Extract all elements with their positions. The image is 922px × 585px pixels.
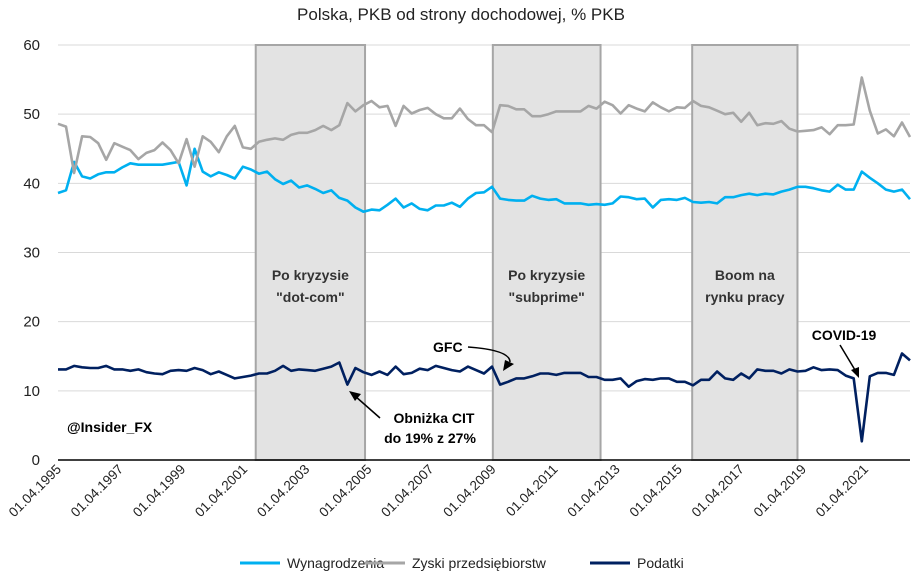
shaded-period-label: Po kryzysie — [508, 267, 585, 283]
legend-item-podatki[interactable]: Podatki — [590, 555, 684, 571]
x-tick-label: 01.04.2019 — [751, 462, 809, 520]
chart-title: Polska, PKB od strony dochodowej, % PKB — [297, 5, 625, 24]
x-axis-ticks: 01.04.1995 01.04.1997 01.04.1999 01.04.2001… — [6, 462, 871, 520]
covid-arrowhead — [851, 367, 859, 378]
y-tick-label: 40 — [23, 175, 40, 192]
annotation-gfc: GFC — [433, 339, 463, 355]
y-tick-label: 30 — [23, 245, 40, 262]
x-tick-label: 01.04.2009 — [440, 462, 498, 520]
x-tick-label: 01.04.2013 — [564, 462, 622, 520]
cit-arrow — [354, 395, 381, 419]
shaded-periods: Po kryzysie "dot-com" Po kryzysie "subprime… — [254, 44, 799, 461]
shaded-period-label: Po kryzysie — [272, 267, 349, 283]
gfc-arrowhead — [503, 360, 514, 371]
y-tick-label: 0 — [32, 452, 40, 469]
x-tick-label: 01.04.1999 — [130, 462, 188, 520]
covid-arrow — [839, 344, 856, 371]
x-tick-label: 01.04.2021 — [813, 462, 871, 520]
series-lines — [57, 76, 912, 443]
cit-arrowhead — [349, 391, 361, 401]
shaded-period — [691, 44, 799, 461]
y-tick-label: 50 — [23, 106, 40, 123]
legend-label: Wynagrodzenia — [287, 555, 384, 571]
series-line-0 — [57, 147, 911, 213]
x-tick-label: 01.04.2015 — [627, 462, 685, 520]
shaded-period-label: "subprime" — [509, 289, 585, 305]
annotation-cit-line2: do 19% z 27% — [384, 430, 476, 446]
shaded-period-label: "dot-com" — [276, 289, 345, 305]
x-tick-label: 01.04.2011 — [503, 462, 561, 520]
legend-label: Zyski przedsiębiorstw — [412, 555, 547, 571]
legend-item-wynagrodzenia[interactable]: Wynagrodzenia — [240, 555, 384, 571]
y-tick-label: 60 — [23, 37, 40, 54]
legend: Wynagrodzenia Zyski przedsiębiorstw Poda… — [240, 555, 684, 571]
shaded-period-label: Boom na — [715, 267, 775, 283]
x-tick-label: 01.04.2017 — [689, 462, 747, 520]
x-tick-label: 01.04.2001 — [192, 462, 250, 520]
annotation-cit-line1: Obniżka CIT — [394, 410, 475, 426]
y-tick-label: 20 — [23, 314, 40, 331]
watermark: @Insider_FX — [67, 419, 153, 435]
annotation-covid: COVID-19 — [812, 327, 877, 343]
shaded-period-label: rynku pracy — [705, 289, 785, 305]
x-tick-label: 01.04.2003 — [254, 462, 312, 520]
legend-label: Podatki — [637, 555, 684, 571]
legend-item-zyski[interactable]: Zyski przedsiębiorstw — [365, 555, 547, 571]
x-tick-label: 01.04.1995 — [6, 462, 64, 520]
x-tick-label: 01.04.2005 — [316, 462, 374, 520]
series-line-1 — [57, 76, 912, 175]
shaded-period — [254, 44, 367, 461]
series-line-2 — [58, 352, 911, 443]
y-axis-ticks: 0 10 20 30 40 50 60 — [23, 37, 40, 469]
x-tick-label: 01.04.1997 — [68, 462, 126, 520]
gfc-arrow — [467, 346, 511, 363]
y-tick-label: 10 — [23, 383, 40, 400]
x-tick-label: 01.04.2007 — [378, 462, 436, 520]
